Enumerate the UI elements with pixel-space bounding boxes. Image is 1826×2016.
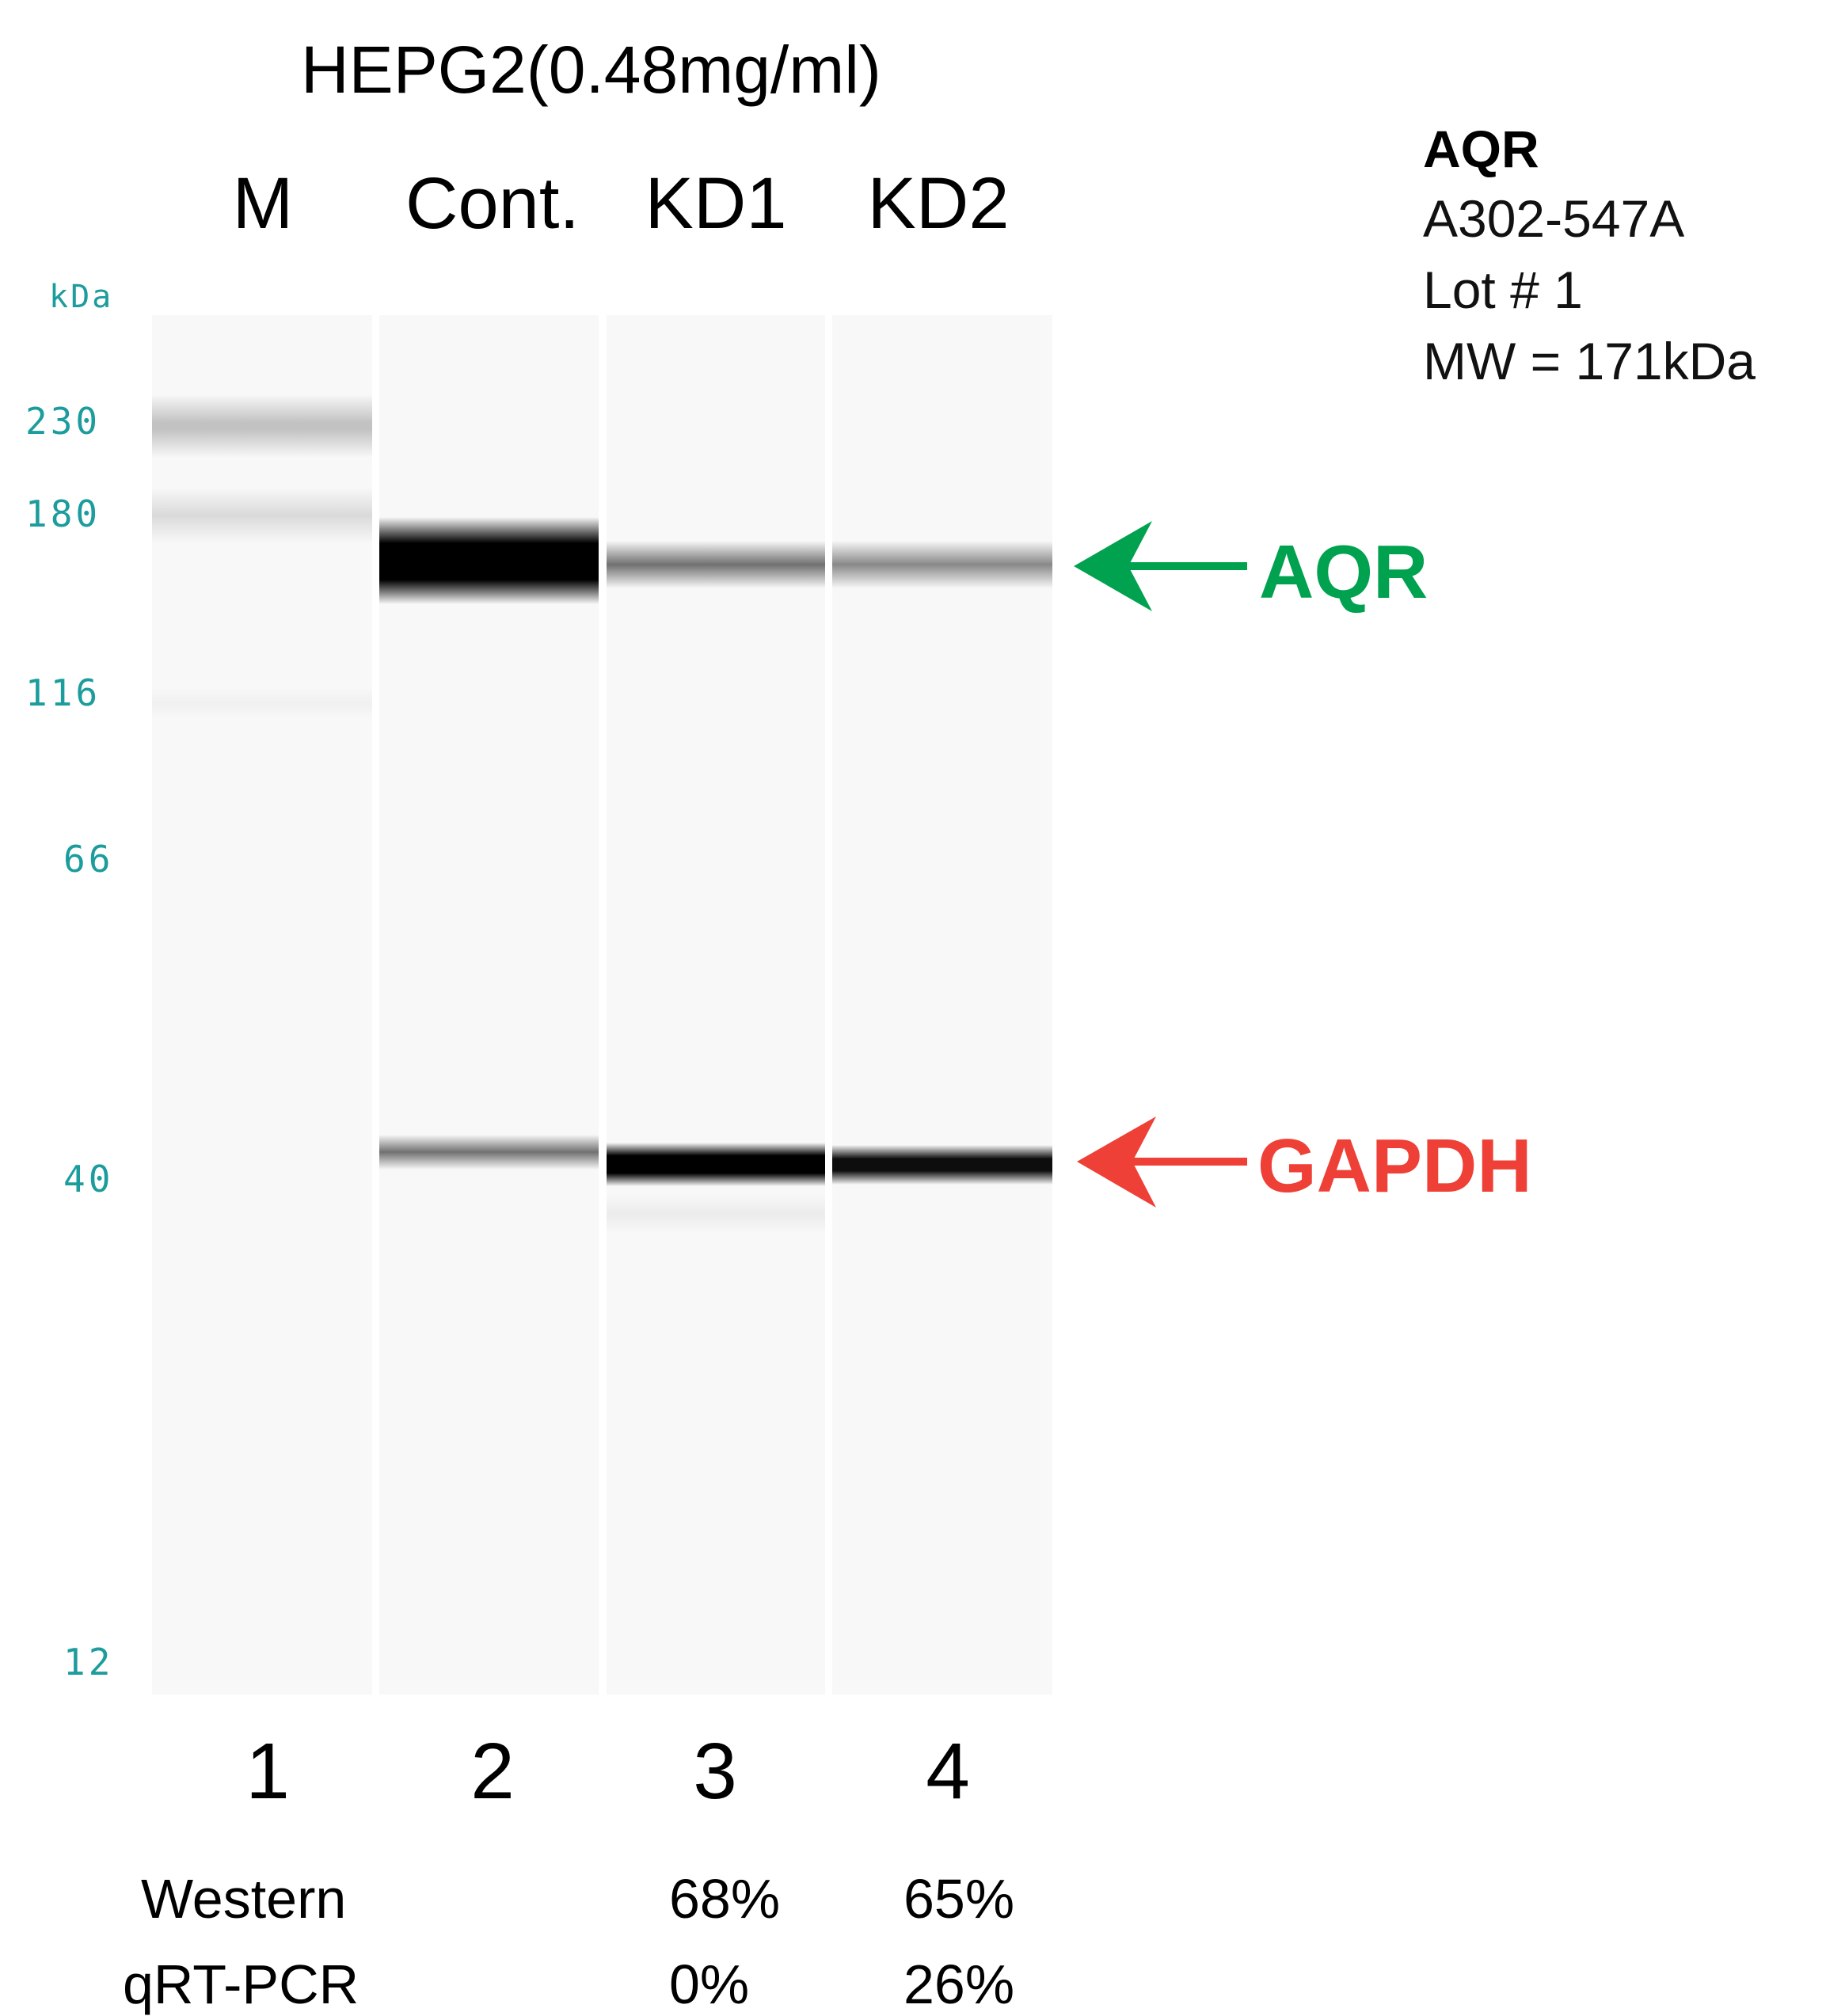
gapdh-arrow-icon <box>1077 1116 1247 1208</box>
gapdh-band <box>379 1135 599 1170</box>
gapdh-label: GAPDH <box>1257 1124 1532 1208</box>
lane-number-3: 3 <box>693 1727 737 1816</box>
ladder-unit: kDa <box>49 279 114 315</box>
ladder-band <box>152 394 372 458</box>
lane-3-kd1 <box>607 315 825 1695</box>
qrtpcr-label: qRT-PCR <box>123 1953 359 2015</box>
lane-number-1: 1 <box>245 1727 290 1816</box>
aqr-band <box>832 541 1052 588</box>
faint-band <box>607 1194 825 1234</box>
marker-12: 12 <box>63 1641 114 1683</box>
lane-1-marker <box>152 315 372 1695</box>
aqr-arrow-icon <box>1074 521 1247 611</box>
aqr-label: AQR <box>1259 530 1428 614</box>
lot-number: Lot # 1 <box>1423 261 1583 319</box>
western-kd2: 65% <box>903 1868 1015 1930</box>
lane-4-kd2 <box>832 315 1052 1695</box>
target-name: AQR <box>1423 120 1539 178</box>
lane-number-4: 4 <box>926 1727 970 1816</box>
catalog-number: A302-547A <box>1423 189 1685 248</box>
qrtpcr-kd1: 0% <box>669 1953 750 2015</box>
lane-name-2: Cont. <box>405 163 580 244</box>
lane-2-control <box>379 315 599 1695</box>
lane-name-3: KD1 <box>645 163 787 244</box>
western-kd1: 68% <box>669 1868 781 1930</box>
ladder-band <box>152 687 372 719</box>
aqr-band <box>607 541 825 588</box>
marker-66: 66 <box>63 838 114 881</box>
western-label: Western <box>141 1868 347 1930</box>
marker-116: 116 <box>25 671 101 714</box>
marker-40: 40 <box>63 1158 114 1200</box>
marker-230: 230 <box>25 400 101 443</box>
lane-name-1: M <box>232 163 294 244</box>
blot-title: HEPG2(0.48mg/ml) <box>301 32 881 107</box>
lane-number-2: 2 <box>470 1727 515 1816</box>
aqr-band <box>379 517 599 604</box>
ladder-band <box>152 488 372 543</box>
molecular-weight: MW = 171kDa <box>1423 332 1756 390</box>
marker-180: 180 <box>25 493 101 535</box>
lane-name-4: KD2 <box>867 163 1010 244</box>
qrtpcr-kd2: 26% <box>903 1953 1015 2015</box>
gapdh-band <box>607 1143 825 1186</box>
gapdh-band <box>832 1145 1052 1185</box>
